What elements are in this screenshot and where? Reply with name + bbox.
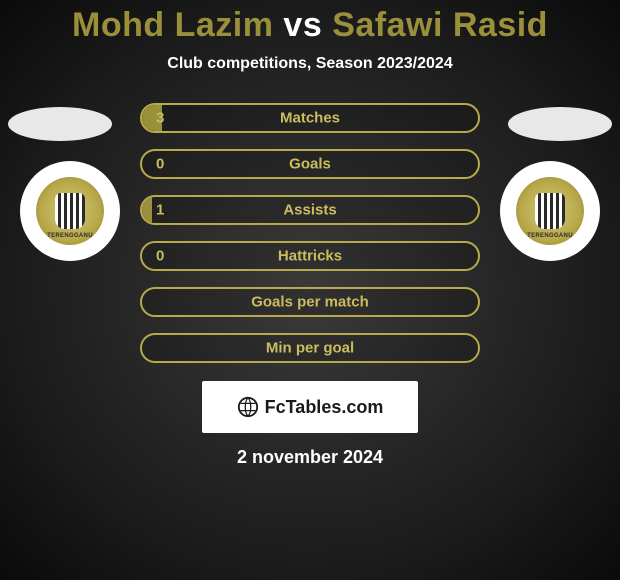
stat-row: 1 Assists (140, 195, 480, 225)
stat-bar-outer: Min per goal (140, 333, 480, 363)
title-vs: vs (283, 6, 322, 44)
player1-avatar-placeholder (8, 107, 112, 141)
page-title: Mohd Lazim vs Safawi Rasid (72, 6, 548, 45)
crest-stripes-icon (535, 193, 565, 229)
stat-label: Goals (289, 156, 331, 173)
crest-stripes-icon (55, 193, 85, 229)
stat-bar-outer: 0 Goals (140, 149, 480, 179)
stat-bar-outer: Goals per match (140, 287, 480, 317)
player2-avatar-placeholder (508, 107, 612, 141)
crest-label: TERENGGANU (527, 233, 573, 239)
stat-value: 0 (156, 156, 164, 173)
stat-bar-outer: 1 Assists (140, 195, 480, 225)
stat-value: 0 (156, 248, 164, 265)
stat-label: Min per goal (266, 340, 354, 357)
stat-row: 0 Goals (140, 149, 480, 179)
subtitle: Club competitions, Season 2023/2024 (167, 55, 452, 73)
stat-bar-fill (142, 197, 152, 223)
stat-bar-outer: 3 Matches (140, 103, 480, 133)
player2-club-crest: TERENGGANU (500, 161, 600, 261)
stat-value: 1 (156, 202, 164, 219)
branding-badge: FcTables.com (202, 381, 418, 433)
crest-emblem: TERENGGANU (36, 177, 104, 245)
stat-row: Goals per match (140, 287, 480, 317)
crest-emblem: TERENGGANU (516, 177, 584, 245)
stat-label: Matches (280, 110, 340, 127)
date-text: 2 november 2024 (237, 447, 383, 468)
stat-row: Min per goal (140, 333, 480, 363)
stat-label: Goals per match (251, 294, 369, 311)
stat-bar-outer: 0 Hattricks (140, 241, 480, 271)
branding-logo-icon (237, 396, 259, 418)
stat-label: Hattricks (278, 248, 342, 265)
player1-club-crest: TERENGGANU (20, 161, 120, 261)
stat-row: 0 Hattricks (140, 241, 480, 271)
title-player1: Mohd Lazim (72, 6, 273, 44)
content-container: Mohd Lazim vs Safawi Rasid Club competit… (0, 0, 620, 580)
main-area: TERENGGANU TERENGGANU 3 Matches 0 Goals 1 Ass… (0, 93, 620, 580)
stat-bars: 3 Matches 0 Goals 1 Assists 0 Hattricks Goals pe… (140, 103, 480, 363)
stat-row: 3 Matches (140, 103, 480, 133)
crest-label: TERENGGANU (47, 233, 93, 239)
branding-text: FcTables.com (265, 397, 384, 418)
stat-label: Assists (283, 202, 336, 219)
stat-value: 3 (156, 110, 164, 127)
title-player2: Safawi Rasid (332, 6, 548, 44)
